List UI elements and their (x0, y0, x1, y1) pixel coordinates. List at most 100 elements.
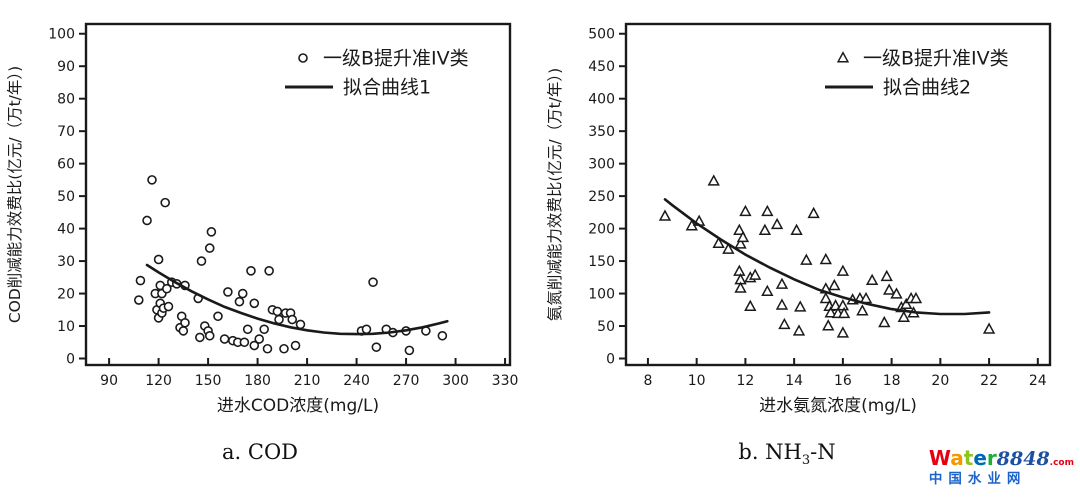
y-tick-label: 80 (57, 92, 75, 108)
scatter-point (836, 326, 850, 338)
scatter-point (262, 343, 273, 354)
scatter-point (900, 297, 913, 310)
y-tick-label: 350 (588, 124, 615, 140)
y-tick-label: 30 (57, 254, 75, 270)
caption-b-prefix: b. NH (738, 440, 802, 464)
y-tick-label: 10 (57, 319, 75, 335)
scatter-point (264, 266, 274, 276)
scatter-point (219, 334, 230, 344)
scatter-point (836, 264, 850, 276)
scatter-point (748, 268, 762, 280)
scatter-point (234, 296, 245, 307)
scatter-point (196, 256, 207, 266)
scatter-point (290, 340, 301, 351)
scatter-point (734, 281, 747, 293)
scatter-point (204, 330, 215, 341)
scatter-point (274, 314, 284, 325)
x-tick-label: 240 (343, 373, 370, 389)
scatter-point (770, 217, 784, 230)
x-tick-label: 180 (244, 373, 271, 389)
y-tick-label: 0 (66, 352, 75, 368)
y-tick-label: 90 (57, 59, 75, 75)
x-tick-label: 14 (785, 373, 803, 389)
scatter-point (254, 334, 265, 344)
scatter-point (828, 278, 841, 291)
scatter-point (153, 254, 164, 265)
scatter-point (242, 324, 253, 335)
x-tick-label: 24 (1029, 373, 1047, 389)
chart-panel-a: 0 10 20 30 40 50 60 70 80 90 100 90 120 150 180 210 240 2… (0, 0, 540, 425)
watermark-number: 8848 (996, 448, 1050, 470)
x-tick-label: 20 (931, 373, 949, 389)
x-tick-label: 90 (100, 373, 118, 389)
scatter-point (246, 266, 256, 276)
scatter-point (865, 273, 879, 286)
y-axis-label: 氨氮削减能力效费比(亿元/（万t/年）) (546, 68, 564, 321)
y-tick-label: 50 (57, 189, 75, 205)
scatter-point (437, 330, 448, 341)
x-tick-label: 150 (195, 373, 222, 389)
scatter-point (890, 287, 903, 299)
x-tick-label: 210 (294, 373, 321, 389)
scatter-point (162, 283, 172, 294)
y-tick-label: 400 (588, 92, 615, 108)
y-tick-label: 20 (57, 287, 75, 303)
legend-label: 拟合曲线1 (343, 77, 431, 99)
scatter-point (287, 314, 298, 325)
watermark-wordmark: Water8848.com (929, 448, 1074, 470)
scatter-point (361, 324, 372, 335)
scatter-point (249, 340, 260, 351)
scatter-point (279, 343, 289, 354)
x-axis-label: 进水氨氮浓度(mg/L) (759, 396, 917, 416)
x-tick-label: 8 (643, 373, 652, 389)
y-tick-label: 70 (57, 124, 75, 140)
legend-label: 拟合曲线2 (883, 77, 971, 99)
scatter-point (722, 242, 735, 254)
scatter-point (259, 324, 269, 335)
scatter-point (147, 175, 157, 185)
scatter-point (180, 317, 190, 328)
water8848-logo: Water8848.com 中国水业网 (929, 448, 1074, 487)
x-tick-label: 120 (145, 373, 172, 389)
watermark-letter: e (973, 446, 987, 470)
y-tick-label: 40 (57, 222, 75, 238)
watermark-dotcom: .com (1049, 458, 1074, 468)
scatter-point (819, 252, 832, 265)
watermark-letter: a (950, 446, 964, 470)
fit-curve (663, 198, 991, 316)
scatter-point (178, 326, 189, 336)
scatter-point (800, 253, 813, 265)
scatter-point (758, 223, 772, 235)
scatter-point (824, 306, 837, 318)
caption-b: b. NH3-N (540, 440, 1080, 468)
watermark-water-letters: Water (929, 446, 997, 470)
scatter-point (733, 264, 746, 276)
scatter-point (897, 310, 910, 323)
x-tick-label: 16 (834, 373, 852, 389)
legend-marker (836, 51, 850, 63)
scatter-point (733, 223, 746, 235)
y-axis-label: COD削减能力效费比(亿元/（万t/年）) (6, 66, 24, 323)
scatter-point (239, 337, 250, 348)
scatter-point (775, 298, 789, 310)
watermark-letter: W (928, 446, 951, 470)
x-tick-label: 270 (393, 373, 420, 389)
x-tick-label: 18 (883, 373, 901, 389)
scatter-point (736, 230, 750, 243)
scatter-point (712, 236, 725, 248)
scatter-point (133, 295, 144, 305)
y-tick-label: 100 (48, 27, 75, 43)
scatter-point (371, 342, 382, 352)
scatter-point (160, 197, 170, 208)
scatter-point (739, 204, 752, 217)
scatter-point (982, 322, 996, 334)
scatter-point (883, 283, 896, 295)
x-axis-label: 进水COD浓度(mg/L) (217, 396, 379, 416)
y-tick-label: 450 (588, 59, 615, 75)
legend-label: 一级B提升准IV类 (863, 48, 1009, 70)
scatter-point (819, 291, 832, 304)
chart-panel-b: 0 50 100 150 200 250 300 350 400 450 500 8 10 12 14 16 1… (540, 0, 1080, 425)
scatter-point (204, 243, 215, 253)
y-tick-label: 50 (597, 319, 615, 335)
